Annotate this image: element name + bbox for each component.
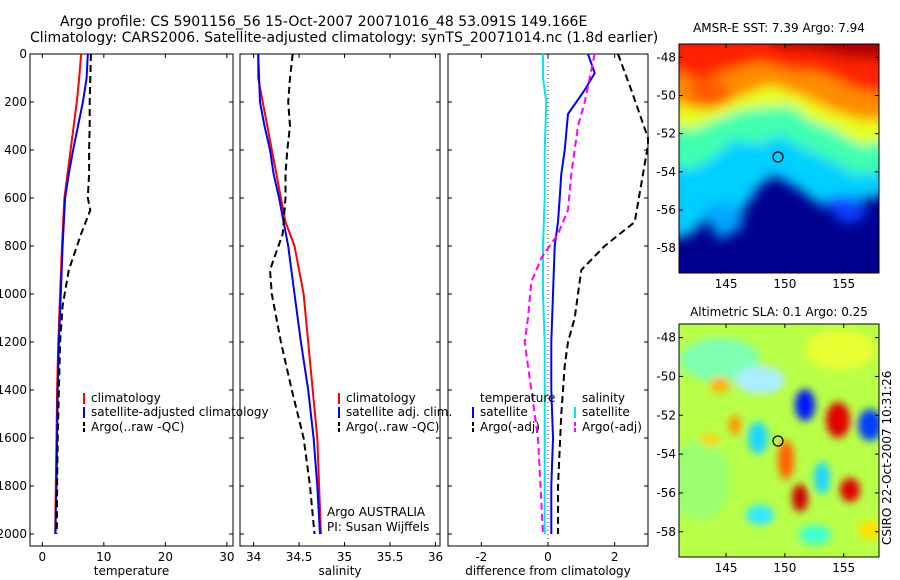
- x-tick-label: 30: [219, 550, 234, 564]
- lat-tick-label: -48: [656, 331, 676, 345]
- legend-label: Argo(..raw -QC): [91, 420, 184, 434]
- legend-label: climatology: [346, 391, 416, 405]
- lon-tick-label: 155: [832, 277, 855, 291]
- sla-map-axes: -48 -50 -52 -54 -56 -58 145 150 155: [656, 324, 879, 575]
- y-tick-label: 1000: [0, 287, 27, 301]
- lat-tick-label: -52: [656, 408, 676, 422]
- argo-position-marker: [772, 151, 784, 163]
- y-tick-label: 1600: [0, 431, 27, 445]
- x-tick-label: -2: [475, 550, 487, 564]
- sla-map: Altimetric SLA: 0.1 Argo: 0.25: [656, 305, 880, 575]
- lat-tick-label: -56: [656, 486, 676, 500]
- series-line-red: [257, 54, 322, 535]
- credit-line1: Argo AUSTRALIA: [327, 505, 426, 519]
- lat-tick-label: -56: [656, 203, 676, 217]
- x-axis-label: salinity: [318, 564, 361, 578]
- plot-frame: [239, 53, 441, 547]
- lat-tick-label: -54: [656, 447, 676, 461]
- figure-title-line2: Climatology: CARS2006. Satellite-adjuste…: [30, 30, 658, 46]
- series-line-blue: [550, 53, 596, 534]
- series-line-magenta: [523, 53, 596, 535]
- plot-frame: [447, 53, 649, 547]
- legend-label: Argo(-adj): [582, 420, 642, 434]
- lat-tick-label: -50: [656, 89, 676, 103]
- y-tick-label: 1800: [0, 479, 27, 493]
- y-tick-label: 800: [4, 239, 27, 253]
- temperature-panel: 0 200 400 600 800 1000 1200 1400 1600 1800 2000 0 10…: [0, 47, 269, 578]
- lon-tick-label: 155: [832, 561, 855, 575]
- lon-tick-label: 150: [773, 561, 796, 575]
- x-tick-label: 36: [428, 550, 443, 564]
- sst-heatmap: [679, 44, 879, 273]
- x-tick-label: 10: [96, 550, 111, 564]
- y-tick-label: 600: [4, 191, 27, 205]
- lon-tick-label: 145: [715, 561, 738, 575]
- x-tick-label: 2: [611, 550, 619, 564]
- x-tick-label: 35: [337, 550, 352, 564]
- lon-tick-label: 150: [773, 277, 796, 291]
- lat-tick-label: -50: [656, 369, 676, 383]
- legend-label: Argo(-adj): [480, 420, 540, 434]
- legend-label: satellite adj. clim.: [346, 405, 452, 419]
- credit-line2: PI: Susan Wijffels: [327, 520, 429, 534]
- y-tick-label: 1400: [0, 383, 27, 397]
- series-line-cyan: [542, 54, 548, 534]
- csiro-timestamp: CSIRO 22-Oct-2007 10:31:26: [880, 371, 894, 545]
- y-tick-label: 200: [4, 95, 27, 109]
- legend-title-temperature: temperature: [480, 391, 555, 405]
- x-tick-label: 34.5: [286, 550, 313, 564]
- series-line-blue: [54, 53, 89, 535]
- series-line-black: [268, 53, 316, 535]
- legend-label: satellite-adjusted climatology: [91, 405, 269, 419]
- y-tick-label: 400: [4, 143, 27, 157]
- x-tick-label: 0: [544, 550, 552, 564]
- plot-frame: [29, 53, 234, 547]
- legend-label: Argo(..raw -QC): [346, 420, 439, 434]
- lat-tick-label: -54: [656, 165, 676, 179]
- x-tick-label: 35.5: [377, 550, 404, 564]
- legend-label: satellite: [582, 405, 630, 419]
- sst-map: AMSR-E SST: 7.39 Argo: 7.94 -48 -50 -52 -54…: [656, 21, 880, 291]
- x-tick-label: 20: [158, 550, 173, 564]
- series-line-black: [55, 53, 92, 535]
- legend-label: climatology: [91, 391, 161, 405]
- y-tick-label: 0: [19, 47, 27, 61]
- sst-map-title: AMSR-E SST: 7.39 Argo: 7.94: [693, 21, 865, 35]
- y-tick-label: 1200: [0, 335, 27, 349]
- argo-position-marker: [772, 435, 784, 447]
- salinity-panel: 34 34.5 35 35.5 36 salinity climatologysatelli…: [239, 53, 452, 578]
- x-axis-label: difference from climatology: [465, 564, 631, 578]
- sst-map-axes: -48 -50 -52 -54 -56 -58 145 150 155: [656, 44, 879, 291]
- x-tick-label: 34: [246, 550, 261, 564]
- legend-label: satellite: [480, 405, 528, 419]
- legend-title-salinity: salinity: [582, 391, 625, 405]
- sla-heatmap: [679, 324, 879, 557]
- lon-tick-label: 145: [715, 277, 738, 291]
- figure-title-line1: Argo profile: CS 5901156_56 15-Oct-2007 …: [60, 14, 587, 30]
- lat-tick-label: -48: [656, 50, 676, 64]
- y-tick-label: 2000: [0, 527, 27, 541]
- lat-tick-label: -52: [656, 127, 676, 141]
- sla-map-title: Altimetric SLA: 0.1 Argo: 0.25: [690, 305, 868, 319]
- lat-tick-label: -58: [656, 525, 676, 539]
- lat-tick-label: -58: [656, 241, 676, 255]
- x-tick-label: 0: [38, 550, 46, 564]
- x-axis-label: temperature: [94, 564, 169, 578]
- series-line-black: [557, 53, 649, 534]
